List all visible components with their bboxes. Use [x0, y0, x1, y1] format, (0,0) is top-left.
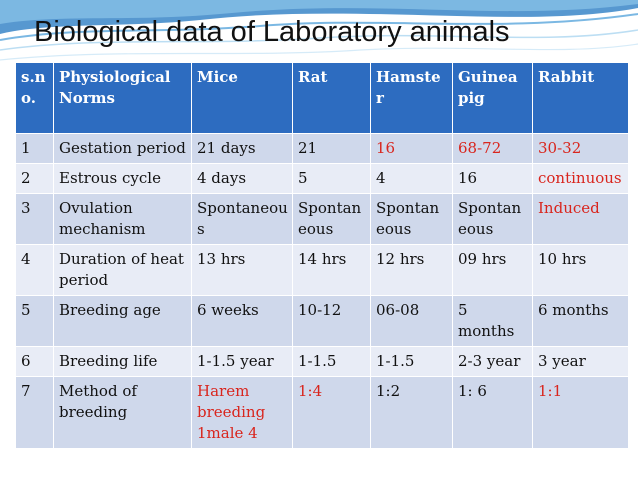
table-cell: 6 months	[532, 295, 629, 347]
table-cell: continuous	[532, 163, 629, 194]
table-cell: 4	[370, 163, 453, 194]
table-cell: 7	[15, 376, 54, 449]
table-cell: 21 days	[191, 133, 293, 164]
table-cell: 6 weeks	[191, 295, 293, 347]
table-cell: 16	[452, 163, 533, 194]
table-cell: Ovulation mechanism	[53, 193, 192, 245]
table-cell: 1: 6	[452, 376, 533, 449]
table-cell: Method of breeding	[53, 376, 192, 449]
table-cell: 21	[292, 133, 371, 164]
table-cell: 5	[292, 163, 371, 194]
table-cell: 10-12	[292, 295, 371, 347]
header-mice: Mice	[191, 62, 293, 134]
header-guinea-pig: Guinea pig	[452, 62, 533, 134]
header-physiological-norms: Physiological Norms	[53, 62, 192, 134]
biological-data-table: s.no. Physiological Norms Mice Rat Hamst…	[15, 62, 629, 449]
table-cell: 2-3 year	[452, 346, 533, 377]
table-cell: 1:2	[370, 376, 453, 449]
slide-title: Biological data of Laboratory animals	[34, 16, 510, 48]
table-cell: 5 months	[452, 295, 533, 347]
table-cell: 6	[15, 346, 54, 377]
table-cell: 5	[15, 295, 54, 347]
table-row: 4 Duration of heat period 13 hrs 14 hrs …	[15, 244, 629, 296]
table-cell: 30-32	[532, 133, 629, 164]
table-cell: 68-72	[452, 133, 533, 164]
table-cell: 4 days	[191, 163, 293, 194]
table-cell: 1-1.5	[292, 346, 371, 377]
decorative-wave-header	[0, 0, 638, 61]
table-cell: Spontaneous	[191, 193, 293, 245]
table-cell: Duration of heat period	[53, 244, 192, 296]
table-row: 6 Breeding life 1-1.5 year 1-1.5 1-1.5 2…	[15, 346, 629, 377]
table-cell: 1:1	[532, 376, 629, 449]
table-row: 1 Gestation period 21 days 21 16 68-72 3…	[15, 133, 629, 164]
table-cell: Estrous cycle	[53, 163, 192, 194]
header-hamster: Hamster	[370, 62, 453, 134]
table-row: 5 Breeding age 6 weeks 10-12 06-08 5 mon…	[15, 295, 629, 347]
table-cell: 1-1.5 year	[191, 346, 293, 377]
table-cell: Harem breeding 1male 4	[191, 376, 293, 449]
table-cell: 16	[370, 133, 453, 164]
table-cell: 14 hrs	[292, 244, 371, 296]
table-cell: 2	[15, 163, 54, 194]
table-cell: 1	[15, 133, 54, 164]
table-cell: 4	[15, 244, 54, 296]
header-rat: Rat	[292, 62, 371, 134]
table-cell: Breeding life	[53, 346, 192, 377]
table-cell: 1-1.5	[370, 346, 453, 377]
table-cell: 06-08	[370, 295, 453, 347]
table-header-row: s.no. Physiological Norms Mice Rat Hamst…	[15, 62, 629, 134]
table-row: 2 Estrous cycle 4 days 5 4 16 continuous	[15, 163, 629, 194]
table-cell: Spontaneous	[370, 193, 453, 245]
table-cell: 09 hrs	[452, 244, 533, 296]
table-cell: 12 hrs	[370, 244, 453, 296]
table-cell: 10 hrs	[532, 244, 629, 296]
table-cell: 3 year	[532, 346, 629, 377]
header-rabbit: Rabbit	[532, 62, 629, 134]
table-cell: Gestation period	[53, 133, 192, 164]
table-cell: Breeding age	[53, 295, 192, 347]
header-sno: s.no.	[15, 62, 54, 134]
table-cell: 1:4	[292, 376, 371, 449]
table-row: 3 Ovulation mechanism Spontaneous Sponta…	[15, 193, 629, 245]
table-cell: 13 hrs	[191, 244, 293, 296]
table-cell: 3	[15, 193, 54, 245]
table-cell: Spontaneous	[292, 193, 371, 245]
table-cell: Induced	[532, 193, 629, 245]
table-row: 7 Method of breeding Harem breeding 1mal…	[15, 376, 629, 449]
table-cell: Spontaneous	[452, 193, 533, 245]
